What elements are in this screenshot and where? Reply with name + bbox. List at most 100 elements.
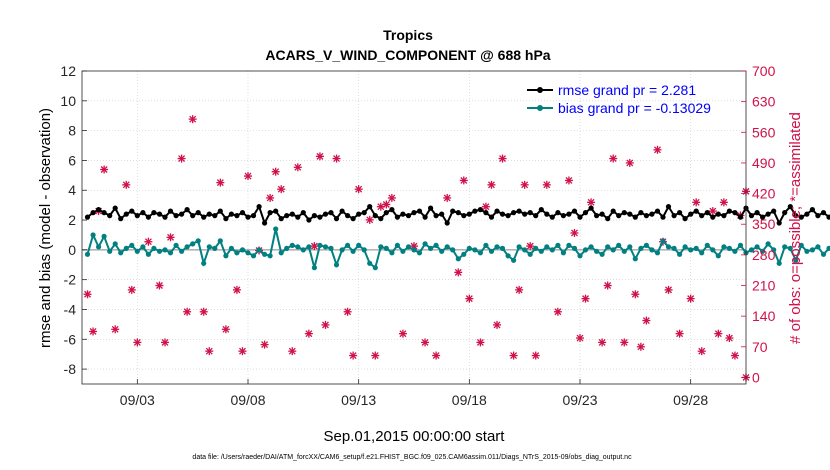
series-point-1 bbox=[372, 265, 378, 271]
series-point-0 bbox=[156, 211, 163, 217]
series-point-1 bbox=[295, 244, 301, 250]
right-tick-label: 630 bbox=[752, 94, 776, 110]
series-point-1 bbox=[151, 245, 157, 251]
series-point-1 bbox=[660, 238, 666, 244]
series-point-1 bbox=[704, 242, 710, 248]
obs-marker bbox=[714, 329, 723, 338]
obs-marker bbox=[459, 176, 468, 185]
series-point-1 bbox=[726, 245, 733, 251]
series-point-0 bbox=[737, 214, 744, 220]
series-point-1 bbox=[522, 247, 528, 253]
series-point-1 bbox=[173, 242, 179, 248]
left-tick-labels: -8 -6 -4 -2 0 2 4 6 8 10 12 bbox=[60, 63, 76, 377]
obs-marker bbox=[730, 351, 739, 360]
series-point-0 bbox=[284, 213, 290, 219]
series-point-1 bbox=[239, 247, 246, 253]
right-tick-label: 0 bbox=[752, 369, 760, 385]
series-point-1 bbox=[798, 242, 804, 248]
series-point-0 bbox=[356, 211, 362, 217]
series-point-1 bbox=[345, 242, 351, 248]
series-point-0 bbox=[660, 214, 666, 220]
obs-marker bbox=[653, 145, 662, 154]
series-point-1 bbox=[278, 250, 284, 256]
obs-marker bbox=[266, 193, 275, 202]
series-point-1 bbox=[428, 245, 434, 251]
obs-marker bbox=[349, 351, 358, 360]
obs-marker bbox=[642, 316, 651, 325]
series-point-0 bbox=[212, 213, 218, 219]
x-tick-label: 09/13 bbox=[341, 392, 376, 408]
series-point-1 bbox=[300, 247, 306, 253]
series-point-1 bbox=[538, 248, 544, 254]
series-point-1 bbox=[190, 241, 196, 247]
obs-marker bbox=[719, 198, 728, 207]
series-point-0 bbox=[267, 210, 273, 216]
series-point-1 bbox=[256, 247, 262, 253]
obs-marker bbox=[277, 185, 286, 194]
obs-marker bbox=[598, 338, 607, 347]
obs-marker bbox=[636, 342, 645, 351]
y-tick-label: 6 bbox=[68, 152, 76, 168]
series-point-0 bbox=[566, 211, 572, 217]
series-point-0 bbox=[771, 208, 777, 214]
series-point-1 bbox=[250, 253, 257, 259]
obs-marker bbox=[509, 351, 518, 360]
series-point-0 bbox=[167, 208, 174, 214]
series-point-0 bbox=[632, 214, 638, 220]
series-point-0 bbox=[206, 211, 212, 217]
obs-marker bbox=[581, 294, 590, 303]
series-point-1 bbox=[582, 247, 589, 253]
series-point-0 bbox=[184, 207, 190, 213]
series-point-1 bbox=[195, 238, 201, 244]
series-point-1 bbox=[610, 247, 616, 253]
series-point-0 bbox=[306, 217, 312, 223]
obs-marker bbox=[570, 228, 579, 237]
series-point-1 bbox=[549, 247, 555, 253]
series-point-0 bbox=[787, 204, 793, 210]
series-point-1 bbox=[389, 250, 395, 256]
series-point-0 bbox=[555, 210, 561, 216]
series-point-1 bbox=[688, 247, 694, 253]
right-tick-label: 140 bbox=[752, 308, 776, 324]
series-point-1 bbox=[206, 244, 212, 250]
series-point-0 bbox=[760, 214, 766, 220]
series-point-0 bbox=[450, 208, 456, 214]
series-point-1 bbox=[621, 248, 627, 254]
series-point-1 bbox=[394, 242, 400, 248]
series-point-1 bbox=[477, 250, 483, 256]
obs-marker bbox=[382, 200, 391, 209]
obs-marker bbox=[675, 329, 684, 338]
series-point-1 bbox=[505, 253, 511, 259]
series-point-1 bbox=[322, 244, 329, 250]
series-point-1 bbox=[433, 242, 439, 248]
obs-marker bbox=[238, 347, 247, 356]
obs-marker bbox=[127, 285, 136, 294]
series-point-0 bbox=[510, 210, 517, 216]
obs-marker bbox=[476, 338, 485, 347]
obs-marker bbox=[221, 325, 230, 334]
series-point-1 bbox=[782, 244, 788, 250]
obs-marker bbox=[260, 340, 269, 349]
series-point-1 bbox=[649, 247, 655, 253]
series-point-1 bbox=[754, 244, 760, 250]
series-point-1 bbox=[566, 242, 572, 248]
plot-frame bbox=[81, 70, 747, 385]
series-point-1 bbox=[793, 257, 799, 263]
series-point-1 bbox=[129, 242, 135, 248]
series-point-0 bbox=[665, 204, 672, 210]
series-point-0 bbox=[361, 210, 367, 216]
series-point-1 bbox=[693, 245, 699, 251]
obs-marker bbox=[343, 307, 352, 316]
series-point-0 bbox=[715, 211, 721, 217]
chart-subtitle: ACARS_V_WIND_COMPONENT @ 688 hPa bbox=[265, 47, 550, 63]
series-point-0 bbox=[671, 213, 677, 219]
series-point-1 bbox=[815, 244, 821, 250]
series-point-0 bbox=[499, 211, 506, 217]
series-point-1 bbox=[516, 244, 522, 250]
series-point-1 bbox=[411, 247, 417, 253]
series-point-0 bbox=[798, 214, 804, 220]
right-tick-label: 210 bbox=[752, 278, 776, 294]
right-tick-label: 560 bbox=[752, 124, 776, 140]
series-point-0 bbox=[96, 207, 102, 213]
